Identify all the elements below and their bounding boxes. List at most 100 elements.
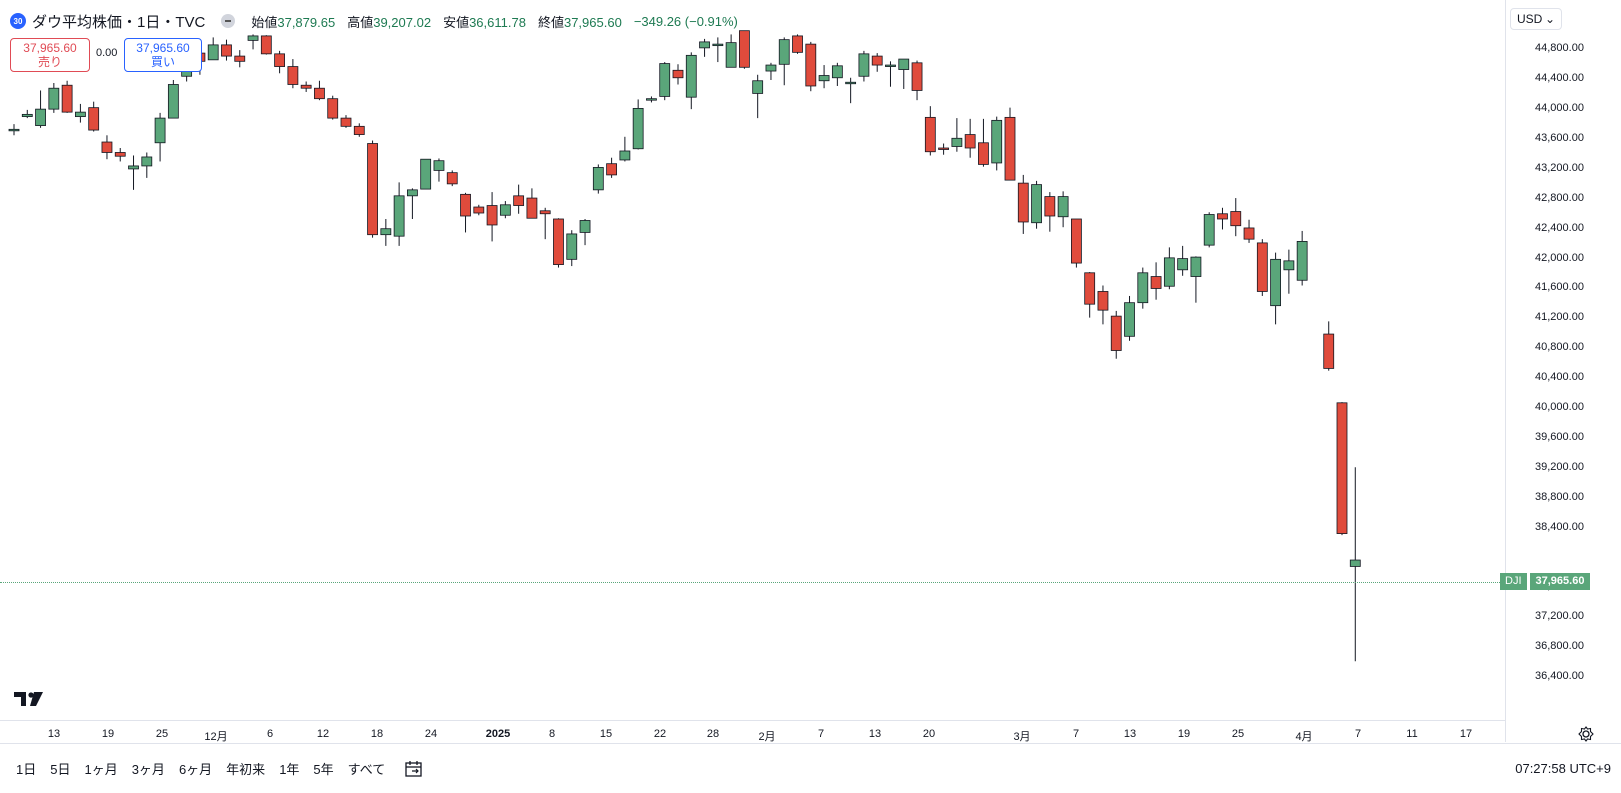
candle-body[interactable] <box>526 197 538 219</box>
candle-body[interactable] <box>712 43 724 47</box>
candle-body[interactable] <box>672 69 684 79</box>
candle-body[interactable] <box>128 165 139 170</box>
candle-body[interactable] <box>207 44 219 61</box>
candle-body[interactable] <box>831 65 843 79</box>
candle-body[interactable] <box>725 42 737 68</box>
candle-body[interactable] <box>1243 227 1255 240</box>
candle-body[interactable] <box>380 228 392 236</box>
candle-body[interactable] <box>765 64 777 72</box>
candle-body[interactable] <box>1150 276 1162 289</box>
candle-body[interactable] <box>818 75 830 82</box>
candle-body[interactable] <box>1270 258 1281 307</box>
candle-body[interactable] <box>314 87 325 100</box>
candle-body[interactable] <box>247 35 259 41</box>
candle-body[interactable] <box>858 53 870 77</box>
candle-body[interactable] <box>48 87 60 110</box>
candle-body[interactable] <box>1004 116 1016 181</box>
candle-body[interactable] <box>646 98 657 101</box>
symbol-title[interactable]: ダウ平均株価・1日・TVC <box>32 13 206 31</box>
candle-body[interactable] <box>353 125 365 135</box>
candle-body[interactable] <box>1097 291 1109 311</box>
range-5y-button[interactable]: 5年 <box>313 762 334 777</box>
candle-body[interactable] <box>911 62 923 91</box>
candle-body[interactable] <box>460 193 471 217</box>
candle-body[interactable] <box>75 111 86 118</box>
candle-body[interactable] <box>114 152 126 157</box>
candle-body[interactable] <box>792 35 803 53</box>
candle-body[interactable] <box>885 64 896 67</box>
range-all-button[interactable]: すべて <box>347 762 386 777</box>
candle-body[interactable] <box>21 113 33 118</box>
candle-body[interactable] <box>606 163 617 176</box>
range-ytd-button[interactable]: 年初来 <box>226 762 266 777</box>
candle-body[interactable] <box>1163 257 1175 287</box>
candle-body[interactable] <box>964 134 976 149</box>
candlestick-plot[interactable] <box>0 0 1505 720</box>
goto-date-calendar-icon[interactable] <box>404 759 426 779</box>
candle-body[interactable] <box>1217 213 1228 220</box>
candle-body[interactable] <box>938 147 949 150</box>
candle-body[interactable] <box>260 35 272 55</box>
candle-body[interactable] <box>167 84 179 119</box>
candle-body[interactable] <box>1283 260 1295 271</box>
candle-body[interactable] <box>978 142 989 165</box>
candle-body[interactable] <box>327 98 339 119</box>
candle-body[interactable] <box>659 63 671 97</box>
range-1y-button[interactable]: 1年 <box>279 762 300 777</box>
candle-body[interactable] <box>566 233 578 260</box>
candle-body[interactable] <box>473 206 485 214</box>
range-1m-button[interactable]: 1ヶ月 <box>84 762 118 777</box>
time-axis[interactable] <box>0 720 1505 743</box>
candle-body[interactable] <box>1177 258 1189 271</box>
candle-body[interactable] <box>553 218 564 265</box>
candle-body[interactable] <box>446 172 458 185</box>
candle-body[interactable] <box>1323 333 1335 369</box>
candle-body[interactable] <box>579 220 591 233</box>
candle-body[interactable] <box>367 143 378 236</box>
candle-body[interactable] <box>1190 256 1202 277</box>
candle-body[interactable] <box>778 39 790 65</box>
candle-body[interactable] <box>101 141 113 153</box>
range-3m-button[interactable]: 3ヶ月 <box>131 762 165 777</box>
currency-select[interactable]: USD ⌄ <box>1510 8 1562 30</box>
candle-body[interactable] <box>1336 402 1348 534</box>
candle-body[interactable] <box>805 43 817 87</box>
candle-body[interactable] <box>499 204 511 216</box>
candle-body[interactable] <box>486 205 498 226</box>
candle-body[interactable] <box>1124 302 1135 337</box>
candle-body[interactable] <box>699 41 710 49</box>
candle-body[interactable] <box>539 210 551 215</box>
candle-body[interactable] <box>898 58 910 70</box>
candle-body[interactable] <box>1084 272 1096 305</box>
candle-body[interactable] <box>845 81 857 85</box>
candle-body[interactable] <box>1230 211 1242 227</box>
candle-body[interactable] <box>8 128 20 132</box>
candle-body[interactable] <box>393 195 405 237</box>
candle-body[interactable] <box>685 54 697 98</box>
candle-body[interactable] <box>340 117 352 127</box>
collapse-legend-icon[interactable] <box>221 14 236 28</box>
candle-body[interactable] <box>1017 182 1029 223</box>
candle-body[interactable] <box>287 66 299 85</box>
candle-body[interactable] <box>1137 272 1149 304</box>
candle-body[interactable] <box>1296 241 1308 281</box>
candle-body[interactable] <box>1256 242 1268 292</box>
candle-body[interactable] <box>88 107 100 131</box>
candle-body[interactable] <box>61 84 73 113</box>
candle-body[interactable] <box>433 160 445 171</box>
range-6m-button[interactable]: 6ヶ月 <box>178 762 213 777</box>
candle-body[interactable] <box>513 195 525 206</box>
sell-button[interactable]: 37,965.60 売り <box>10 38 90 72</box>
candle-body[interactable] <box>234 55 246 62</box>
candle-body[interactable] <box>991 119 1003 164</box>
candle-body[interactable] <box>406 189 418 197</box>
candle-body[interactable] <box>154 117 166 144</box>
candle-body[interactable] <box>951 137 963 147</box>
range-5d-button[interactable]: 5日 <box>50 762 71 777</box>
candle-body[interactable] <box>752 80 764 94</box>
candle-body[interactable] <box>35 108 46 126</box>
candle-body[interactable] <box>1057 196 1069 218</box>
candle-body[interactable] <box>274 53 286 67</box>
candle-body[interactable] <box>619 150 631 161</box>
